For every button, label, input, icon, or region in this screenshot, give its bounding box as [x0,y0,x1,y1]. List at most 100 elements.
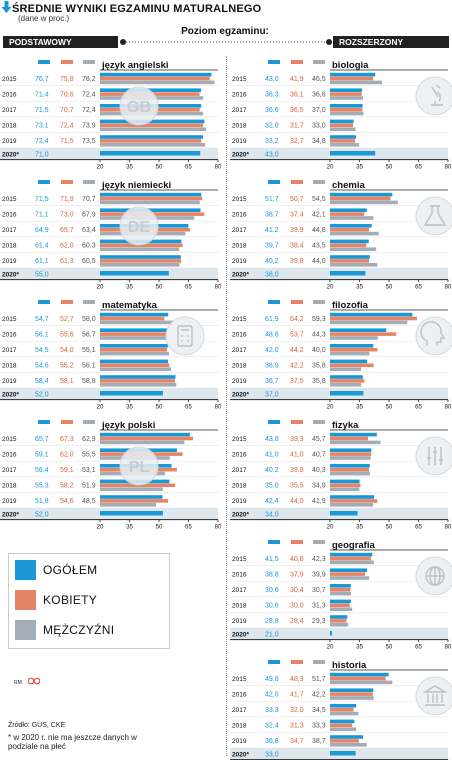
chart-title: język niemiecki [101,180,171,191]
legend-swatch-male [15,620,36,640]
bar-male [330,440,381,445]
value-total: 64,9 [35,227,49,234]
value-female: 75,8 [60,76,74,83]
x-tick-label: 80 [445,525,452,530]
value-total-2020: 43,0 [265,152,279,159]
year-label: 2018 [2,123,17,130]
value-female: 28,4 [290,618,304,625]
series-swatch [291,300,303,304]
value-total: 38,8 [265,571,279,578]
bar-male [330,727,357,731]
header-dot [326,39,332,45]
value-male: 44,8 [312,227,326,234]
x-tick-label: 50 [386,285,393,290]
value-total: 30,6 [265,587,279,594]
value-female: 30,0 [290,603,304,610]
bar-total [330,328,387,332]
bar-total [330,495,375,499]
value-total: 71,4 [35,91,49,98]
bar-male [330,576,370,580]
head-icon [415,316,452,356]
bar-male [100,80,215,85]
year-label: 2016 [232,451,247,458]
legend-label-female: KOBIETY [43,593,98,607]
icon-circle [415,196,452,236]
bar-total [330,104,363,108]
value-female: 55,6 [60,331,74,338]
x-tick-label: 35 [356,405,363,410]
value-male: 56,7 [82,331,96,338]
bar-female [100,499,169,503]
x-tick-label: 65 [415,165,422,170]
calculator-icon [165,316,205,356]
value-total: 36,3 [265,91,279,98]
bar-female [330,436,368,441]
series-swatch [291,540,303,544]
year-label: 2015 [2,436,17,443]
series-swatch [291,180,303,184]
bar-male [330,127,356,131]
value-male: 33,0 [312,123,326,130]
value-total: 32,0 [265,123,279,130]
chart-title: język angielski [101,60,169,71]
bar-female [330,499,378,503]
chart-title: matematyka [102,300,158,311]
value-total: 33,3 [265,707,279,714]
chart-panel-1: język niemiecki 2015 71,5 71,9 70,7 2016 71,1 7… [0,180,222,290]
bar-male [330,200,398,205]
bar-male [330,383,362,387]
calculator-keys [181,329,189,342]
sliders-shape [427,447,443,465]
bar-female [330,572,366,576]
bar-female [330,243,367,248]
bar-female [100,332,171,336]
bar-total [330,88,363,92]
year-label: 2015 [2,76,17,83]
chart-panel-6: filozofia 2015 61,9 64,2 59,3 2016 48,6 53,7 44,… [230,300,452,410]
bar-male [330,80,383,85]
value-total-2020: 37,0 [265,392,279,399]
bar-male [100,367,171,371]
bar-total-2020 [330,511,358,516]
value-total: 55,3 [35,483,49,490]
bar-male [100,263,180,267]
value-total: 30,6 [265,603,279,610]
series-swatch [313,660,325,664]
globe-icon [415,556,452,596]
year-label: 2015 [232,436,247,443]
logo-text: RM [14,680,22,686]
bar-female [330,483,361,488]
bar-male [100,440,185,445]
page-subtitle: (dane w proc.) [18,14,70,23]
bar-female [330,227,370,232]
bar-total [330,615,348,619]
value-female: 70,6 [60,91,74,98]
bar-male [330,471,370,476]
value-female: 32,7 [290,138,304,145]
series-swatch [83,180,95,184]
value-female: 53,7 [290,331,304,338]
x-tick-label: 20 [327,645,334,650]
year-label: 2018 [232,723,247,730]
bar-male [330,111,364,116]
value-total: 42,4 [265,498,279,505]
value-male: 36,8 [312,91,326,98]
series-swatch [61,420,73,424]
value-total: 51,8 [35,498,49,505]
year-label: 2016 [232,91,247,98]
bar-total [100,135,204,139]
value-total: 48,6 [265,331,279,338]
x-tick-label: 50 [386,405,393,410]
x-tick-label: 35 [126,285,133,290]
value-male: 67,9 [82,211,96,218]
bar-total-2020 [100,271,169,276]
value-male: 63,4 [82,227,96,234]
bar-male [330,623,349,627]
microscope-shape [431,84,443,106]
legend-label-male: MĘŻCZYŹNI [43,623,115,637]
value-total: 56,1 [35,331,49,338]
value-female: 41,9 [290,76,304,83]
chart-title: historia [332,660,367,671]
year-label: 2018 [232,243,247,250]
value-total: 41,5 [265,556,279,563]
